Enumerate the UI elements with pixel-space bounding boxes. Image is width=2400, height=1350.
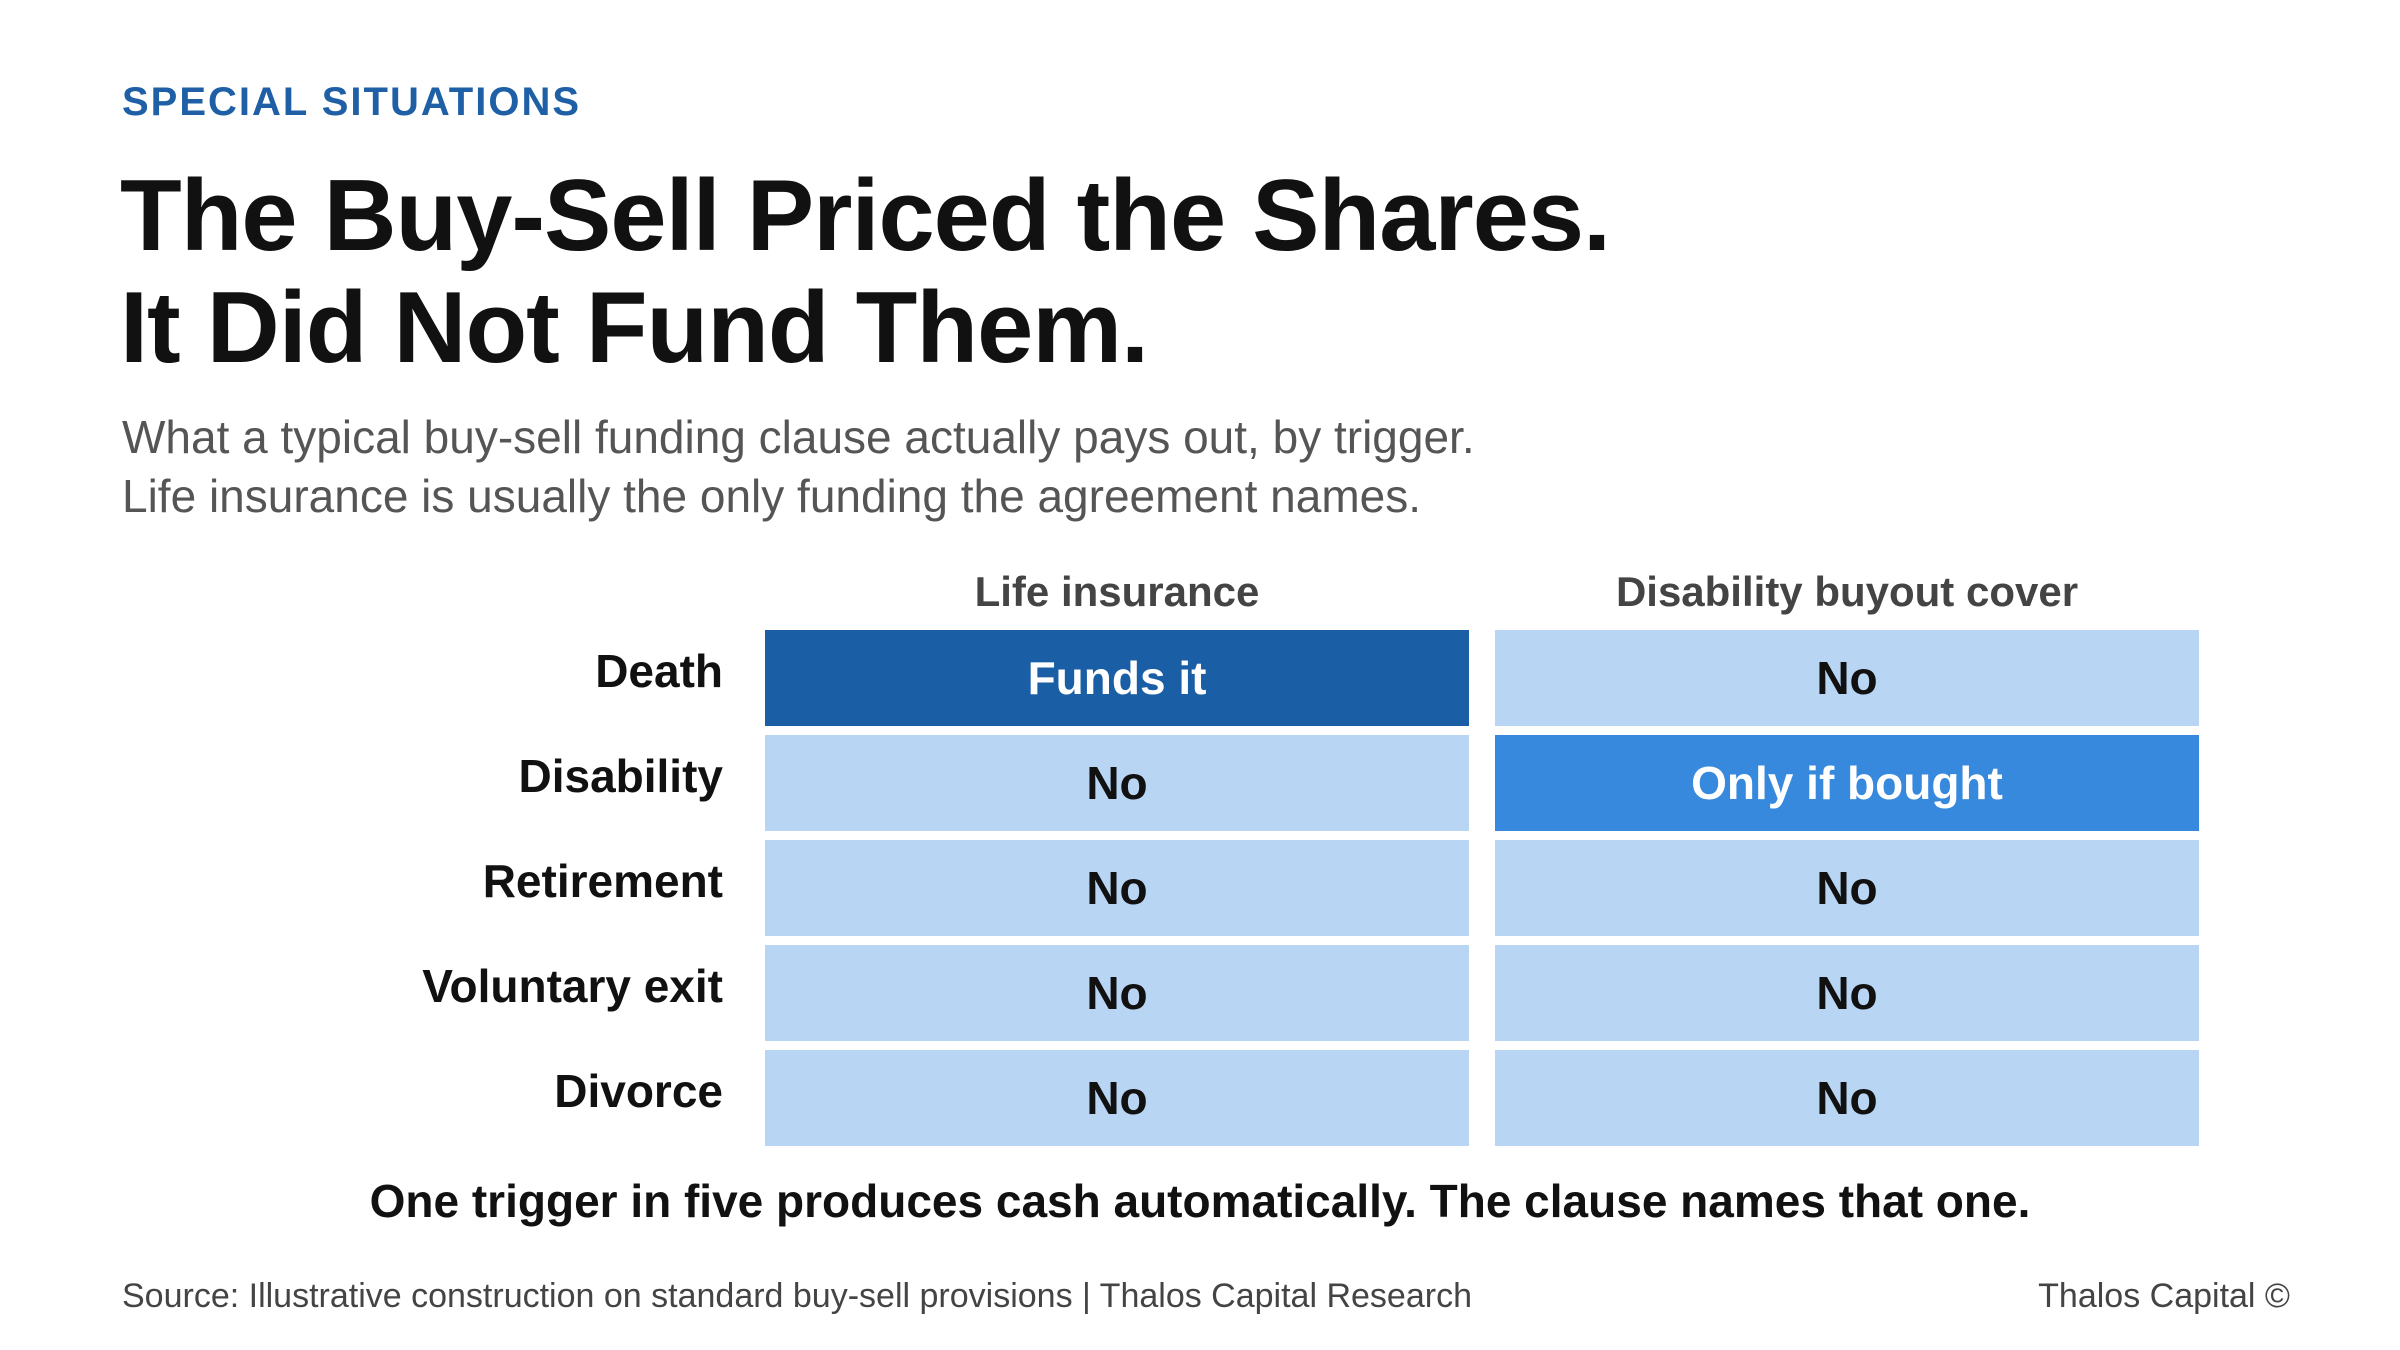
kicker-label: SPECIAL SITUATIONS bbox=[122, 80, 582, 124]
brand-credit: Thalos Capital © bbox=[2038, 1277, 2290, 1315]
table-cell-r5-c2: No bbox=[1495, 1050, 2199, 1146]
row-label-5: Divorce bbox=[554, 1065, 723, 1117]
table-cell-r1-c1: Funds it bbox=[765, 630, 1469, 726]
table-cell-r2-c2: Only if bought bbox=[1495, 735, 2199, 831]
table-cell-r4-c2: No bbox=[1495, 945, 2199, 1041]
page-title: The Buy-Sell Priced the Shares. It Did N… bbox=[120, 160, 1611, 384]
column-header-2: Disability buyout cover bbox=[1615, 568, 2079, 615]
row-label-3: Retirement bbox=[482, 855, 723, 907]
column-header-1: Life insurance bbox=[974, 568, 1260, 615]
table-cell-r3-c1: No bbox=[765, 840, 1469, 936]
row-label-2: Disability bbox=[518, 750, 723, 802]
takeaway: One trigger in five produces cash automa… bbox=[369, 1175, 2031, 1227]
table-cell-r5-c1: No bbox=[765, 1050, 1469, 1146]
title-line-2: It Did Not Fund Them. bbox=[120, 272, 1149, 384]
title-line-1: The Buy-Sell Priced the Shares. bbox=[120, 160, 1611, 272]
subtitle: What a typical buy-sell funding clause a… bbox=[122, 408, 1475, 526]
subtitle-line-2: Life insurance is usually the only fundi… bbox=[122, 470, 1422, 522]
row-label-1: Death bbox=[595, 645, 723, 697]
table-cell-r2-c1: No bbox=[765, 735, 1469, 831]
table-cell-r3-c2: No bbox=[1495, 840, 2199, 936]
table-cell-r4-c1: No bbox=[765, 945, 1469, 1041]
source-note: Source: Illustrative construction on sta… bbox=[122, 1277, 1472, 1315]
subtitle-line-1: What a typical buy-sell funding clause a… bbox=[122, 411, 1475, 463]
table-cell-r1-c2: No bbox=[1495, 630, 2199, 726]
row-label-4: Voluntary exit bbox=[422, 960, 723, 1012]
